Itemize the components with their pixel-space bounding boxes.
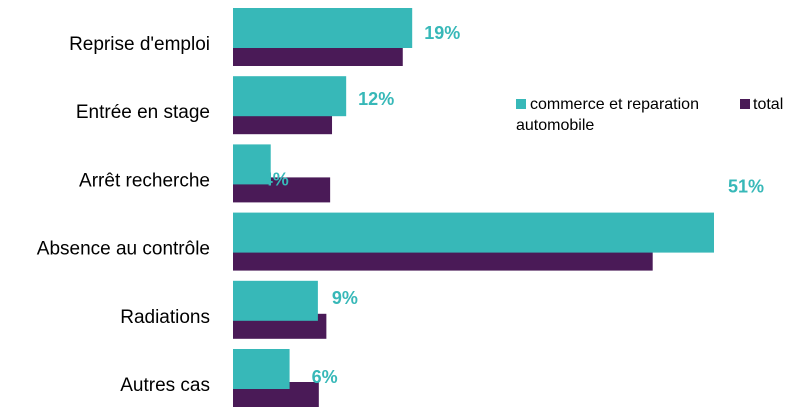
plot-area: Reprise d'emploi 19% Entrée en stage 12% Arr… [37,8,764,407]
category-label: Reprise d'emploi [69,34,210,55]
category-label: Entrée en stage [76,102,210,123]
legend-label-total: total [753,96,783,113]
category-label: Autres cas [120,375,210,396]
data-label-commerce: 9% [332,288,358,308]
data-label-commerce: 12% [358,89,394,109]
data-label-commerce: 19% [424,23,460,43]
bar-commerce [233,349,290,389]
data-label-commerce: 6% [312,367,338,387]
legend-label-commerce-line1: commerce et reparation [530,96,699,113]
legend-label-commerce-line2: automobile [516,117,594,134]
bar-commerce [233,212,714,253]
bar-commerce [233,8,413,48]
legend-swatch-total [740,99,750,109]
bar-commerce [233,76,347,117]
bar-commerce [233,144,271,185]
bar-commerce [233,280,318,321]
data-label-commerce: 4% [263,169,289,189]
category-label: Absence au contrôle [37,239,210,260]
category-label: Radiations [120,307,210,328]
data-label-commerce: 51% [728,177,764,197]
legend-swatch-commerce [516,99,526,109]
category-label: Arrêt recherche [79,170,210,191]
legend: commerce et reparation automobile total [516,96,783,134]
